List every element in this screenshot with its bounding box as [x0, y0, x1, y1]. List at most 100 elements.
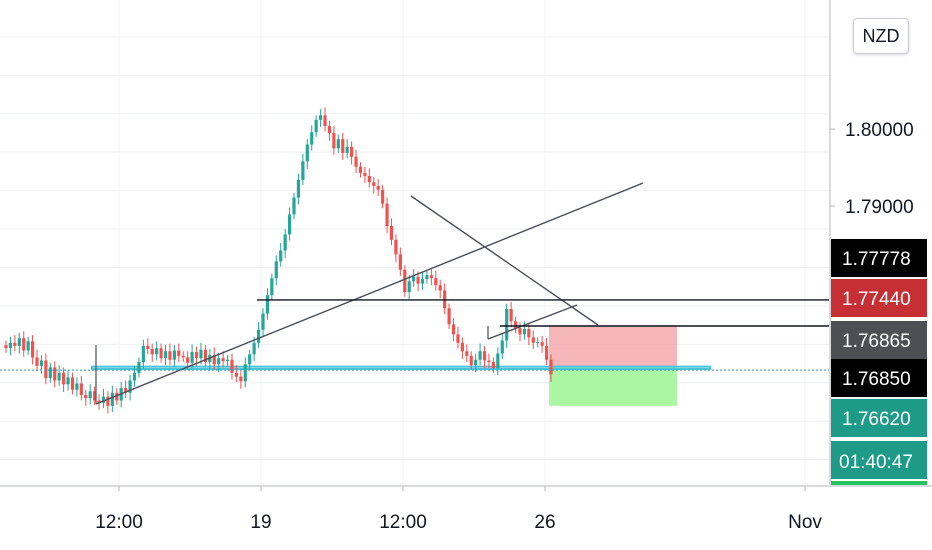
candle-body: [482, 351, 487, 361]
candle-body: [296, 179, 301, 198]
countdown-tag: [831, 441, 927, 479]
candle-body: [527, 328, 531, 338]
candle-body: [84, 395, 88, 399]
candle-body: [66, 377, 70, 385]
candle-body: [186, 357, 190, 363]
candle-body: [17, 338, 21, 346]
candle-body: [22, 338, 26, 351]
candle-body: [194, 352, 199, 359]
candle-body: [465, 351, 469, 356]
candle-body: [243, 364, 247, 382]
candle-body: [469, 355, 473, 366]
candle-body: [146, 345, 150, 349]
candle-body: [79, 383, 83, 396]
currency-badge[interactable]: NZD: [853, 18, 909, 54]
candle-body: [540, 342, 544, 346]
candle-body: [416, 276, 420, 284]
time-tick-label: 19: [250, 512, 271, 533]
candle-body: [62, 372, 66, 385]
candle-body: [35, 357, 39, 366]
candle-body: [496, 353, 500, 369]
candle-body: [429, 275, 433, 279]
candle-body: [110, 392, 114, 406]
drawings: [91, 325, 711, 406]
candle-body: [8, 342, 13, 349]
candle-body: [150, 348, 154, 355]
candle-body: [491, 362, 495, 369]
candle-body: [323, 115, 327, 127]
candle-body: [287, 214, 292, 235]
price-axis: 1.80000 1.79000 1.77778 1.77440 1.76865 1.768…: [0, 0, 932, 487]
candle-body: [159, 348, 163, 359]
candle-body: [270, 278, 274, 296]
candle-body: [518, 328, 522, 335]
candle-body: [13, 342, 17, 346]
candle-body: [39, 360, 44, 366]
current-price-tag: [831, 321, 927, 359]
candle-body: [265, 295, 270, 314]
candle-body: [274, 261, 278, 279]
candle-body: [318, 115, 323, 120]
candle-body: [177, 350, 181, 356]
candle-body: [460, 342, 464, 352]
candle-body: [403, 269, 407, 293]
candle-body: [509, 308, 513, 322]
countdown-label: 01:40:47: [839, 452, 913, 473]
candle-body: [425, 275, 429, 280]
candle-body: [137, 362, 141, 373]
candle-body: [221, 358, 225, 362]
candle-body: [26, 341, 30, 351]
candle-body: [341, 139, 345, 153]
time-tick-label: 12:00: [95, 512, 143, 533]
time-axis: 12:00 19 12:00 26 Nov: [95, 486, 822, 533]
descending-trendline: [410, 195, 599, 326]
stop-price-tag: [831, 279, 927, 317]
candle-body: [225, 359, 230, 362]
candle-body: [310, 132, 314, 145]
candle-body: [500, 340, 504, 354]
candle-body: [124, 388, 128, 393]
ascending-trendline: [95, 182, 644, 405]
price-tick-label: 1.79000: [845, 197, 914, 218]
candle-body: [181, 355, 185, 358]
candle-body: [327, 126, 332, 133]
candle-body: [345, 146, 349, 153]
candle-body: [163, 351, 168, 359]
stop-price-tag-label: 1.77440: [842, 289, 911, 310]
candle-body: [217, 358, 221, 365]
candle-body: [53, 367, 57, 381]
candle-body: [57, 372, 61, 381]
short-trendline: [487, 304, 578, 340]
candle-body: [336, 139, 340, 149]
candle-body: [75, 383, 79, 390]
price-tick-label: 1.80000: [845, 120, 914, 141]
candle-body: [115, 392, 119, 401]
candle-body: [381, 189, 385, 204]
candle-body: [190, 352, 194, 363]
candle-body: [412, 276, 416, 282]
candle-body: [256, 329, 261, 343]
time-tick-label: Nov: [788, 512, 822, 533]
candle-body: [398, 254, 402, 270]
candle-body: [407, 281, 411, 293]
time-tick-label: 26: [534, 512, 555, 533]
candle-body: [132, 372, 137, 381]
target-price-tag-label: 1.76620: [842, 409, 911, 430]
candle-body: [203, 349, 207, 363]
candle-body: [451, 324, 456, 335]
candle-body: [261, 313, 265, 330]
candle-body: [354, 156, 358, 167]
candle-body: [438, 285, 442, 291]
candle-body: [389, 225, 394, 240]
candle-body: [394, 239, 398, 255]
candle-body: [106, 396, 110, 406]
candle-body: [199, 349, 203, 359]
candle-body: [93, 391, 97, 401]
current-price-tag-label: 1.76865: [842, 331, 911, 352]
candle-body: [101, 396, 106, 403]
candle-body: [536, 342, 540, 344]
candles: [4, 107, 553, 414]
candle-body: [230, 359, 234, 373]
candle-body: [88, 391, 92, 399]
